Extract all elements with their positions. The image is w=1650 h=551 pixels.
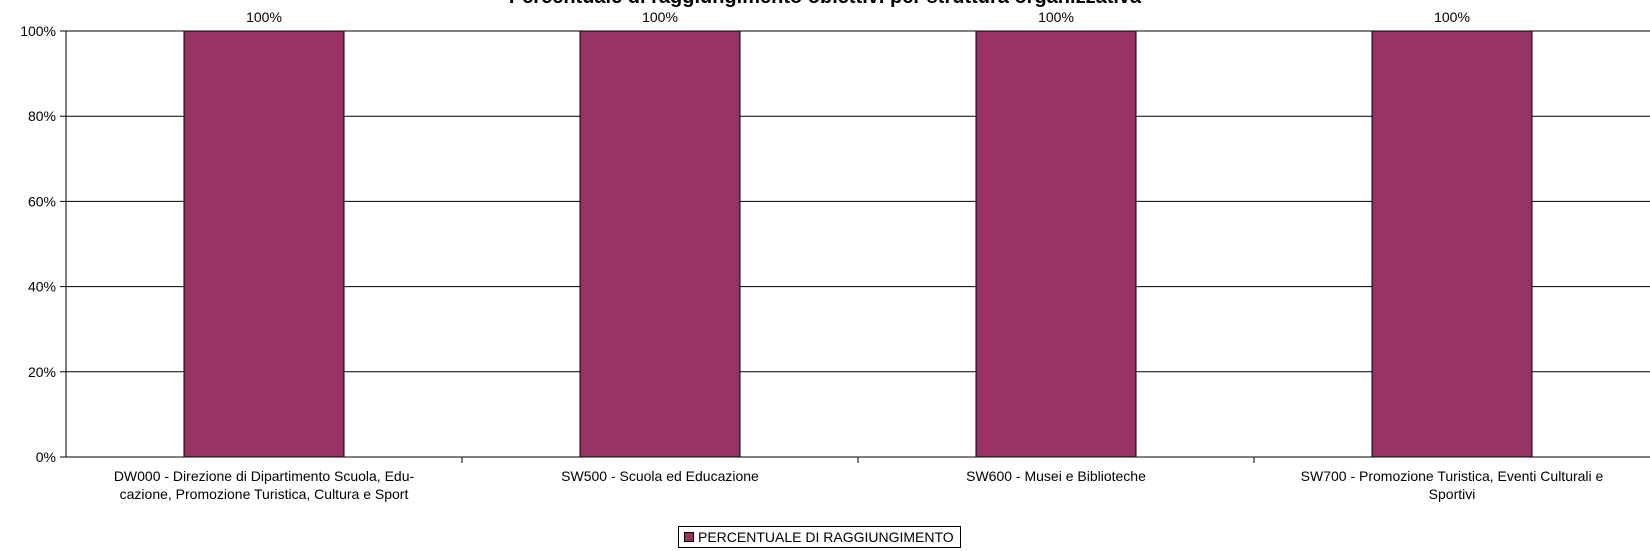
y-tick-label: 100% <box>20 23 56 39</box>
bar <box>183 30 345 458</box>
data-label: 100% <box>246 9 282 25</box>
y-tick-label: 0% <box>36 449 56 465</box>
data-label: 100% <box>1038 9 1074 25</box>
category-label: SW500 - Scuola ed Educazione <box>561 468 759 484</box>
bar <box>975 30 1137 458</box>
y-tick-label: 40% <box>28 279 56 295</box>
category-label: SW700 - Promozione Turistica, Eventi Cul… <box>1301 468 1604 502</box>
y-tick-label: 20% <box>28 364 56 380</box>
legend-label: PERCENTUALE DI RAGGIUNGIMENTO <box>698 529 954 545</box>
category-label: DW000 - Direzione di Dipartimento Scuola… <box>114 468 415 502</box>
chart-title: Percentuale di raggiungimento obiettivi … <box>0 0 1650 9</box>
chart-legend: PERCENTUALE DI RAGGIUNGIMENTO <box>678 526 961 548</box>
y-tick-label: 80% <box>28 108 56 124</box>
category-label: SW600 - Musei e Biblioteche <box>966 468 1146 484</box>
data-label: 100% <box>642 9 678 25</box>
y-tick-label: 60% <box>28 193 56 209</box>
data-label: 100% <box>1434 9 1470 25</box>
legend-swatch <box>684 532 694 542</box>
bar <box>579 30 741 458</box>
bar <box>1371 30 1533 458</box>
